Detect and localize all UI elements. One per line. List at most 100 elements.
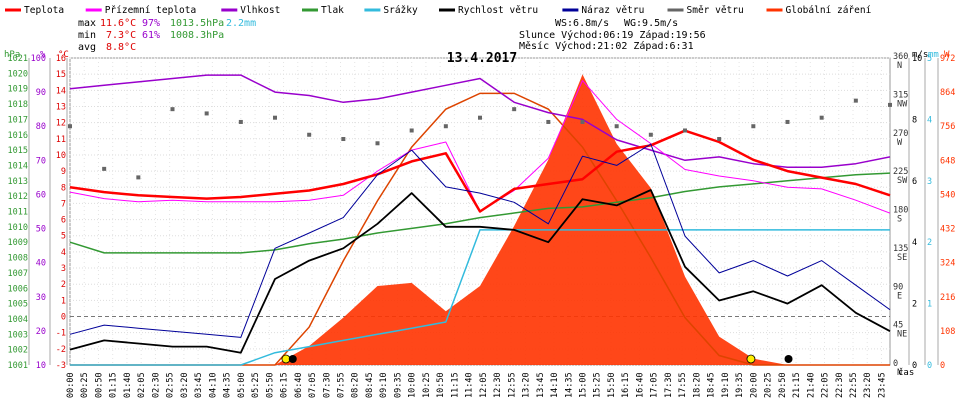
series-rain <box>70 229 890 366</box>
tick-label-radiation: 108 <box>940 327 955 337</box>
stats-avg-label: avg <box>78 42 96 53</box>
tick-label-time: 14:10 <box>550 372 560 398</box>
wind-direction-point <box>888 102 892 107</box>
tick-label-time: 12:30 <box>493 372 503 398</box>
stats-max-rain: 2.2mm <box>226 18 256 29</box>
tick-label-humidity: 80 <box>36 122 46 132</box>
tick-label-humidity: 50 <box>36 225 46 235</box>
tick-label-direction: NW <box>897 99 908 109</box>
tick-label-pressure: 1021 <box>8 54 28 64</box>
tick-label-pressure: 1012 <box>8 192 28 202</box>
moonset-marker <box>288 355 297 363</box>
tick-label-direction-deg: 45 <box>893 321 903 331</box>
tick-label-time: 05:50 <box>265 372 275 398</box>
wind-direction-point <box>136 175 141 180</box>
tick-label-humidity: 20 <box>36 327 46 337</box>
tick-label-time: 07:30 <box>322 372 332 398</box>
tick-label-rain: 4 <box>927 115 932 125</box>
legend: Teplota Přízemní teplota Vlhkost Tlak Srážky… <box>5 5 872 16</box>
axis-label-ms: m/s <box>912 50 928 60</box>
wind-direction-point <box>170 107 175 112</box>
info-sun: Slunce Východ:06:19 Západ:19:56 <box>519 29 706 41</box>
stats-min-press: 1008.3hPa <box>170 30 224 41</box>
stats-min-hum: 61% <box>142 30 160 41</box>
tick-label-time: 05:25 <box>251 372 261 398</box>
axis-label-wm2: W <box>944 50 950 60</box>
tick-label-direction-deg: 0 <box>893 359 898 369</box>
legend-item: Směr větru <box>687 5 744 16</box>
wind-direction-point <box>819 115 824 120</box>
tick-label-time: 17:30 <box>664 372 674 398</box>
legend-item: Přízemní teplota <box>105 5 197 16</box>
series-wind-gust <box>69 143 891 338</box>
tick-label-time: 17:55 <box>678 372 688 398</box>
tick-label-pressure: 1008 <box>8 254 28 264</box>
tick-label-temperature: 6 <box>61 216 66 226</box>
tick-label-time: 19:35 <box>735 372 745 398</box>
wind-direction-point <box>409 128 414 133</box>
wind-direction-point <box>68 124 72 129</box>
legend-item: Globální záření <box>786 5 872 16</box>
tick-label-direction-deg: 135 <box>893 244 908 254</box>
tick-label-time: 15:00 <box>579 372 589 398</box>
wind-direction-point <box>648 132 653 137</box>
wind-direction-point <box>580 119 585 124</box>
tick-label-time: 15:25 <box>593 372 603 398</box>
wind-direction-point <box>717 137 722 142</box>
wind-direction-point <box>546 119 551 124</box>
tick-label-direction-deg: 315 <box>893 90 908 100</box>
tick-label-pressure: 1019 <box>8 85 28 95</box>
tick-label-time: 10:25 <box>422 372 432 398</box>
tick-label-time: 21:40 <box>806 372 816 398</box>
tick-label-direction: NE <box>897 330 907 340</box>
tick-label-time: 23:20 <box>863 372 873 398</box>
tick-label-time: 02:30 <box>151 372 161 398</box>
tick-label-time: 15:50 <box>607 372 617 398</box>
tick-label-temperature: 10 <box>56 151 66 161</box>
tick-label-direction: SE <box>897 253 907 263</box>
tick-label-time: 14:35 <box>564 372 574 398</box>
axis-label-time: čas <box>898 367 914 378</box>
tick-label-radiation: 324 <box>940 259 955 269</box>
sunset-marker <box>746 354 756 364</box>
tick-label-radiation: 540 <box>940 190 955 200</box>
sunrise-marker <box>281 354 291 364</box>
legend-item: Náraz větru <box>581 5 644 16</box>
tick-label-time: 03:20 <box>180 372 190 398</box>
tick-label-time: 06:40 <box>294 372 304 398</box>
tick-label-time: 09:35 <box>393 372 403 398</box>
tick-label-wind: 8 <box>912 115 917 125</box>
tick-label-time: 19:10 <box>721 372 731 398</box>
tick-label-temperature: 4 <box>61 248 66 258</box>
tick-label-wind: 6 <box>912 177 917 187</box>
legend-item: Srážky <box>383 5 418 16</box>
tick-label-time: 01:40 <box>123 372 133 398</box>
tick-label-pressure: 1007 <box>8 269 28 279</box>
tick-label-pressure: 1004 <box>8 315 28 325</box>
tick-label-time: 00:25 <box>80 372 90 398</box>
tick-label-time: 07:55 <box>336 372 346 398</box>
tick-label-time: 05:00 <box>237 372 247 398</box>
wind-direction-point <box>238 119 243 124</box>
axis-label-hpa: hPa <box>4 50 20 60</box>
wind-direction-point <box>375 141 380 146</box>
tick-label-pressure: 1011 <box>8 208 28 218</box>
axes: 1001100210031004100510061007100810091010… <box>8 52 956 398</box>
tick-label-time: 18:20 <box>692 372 702 398</box>
tick-label-pressure: 1013 <box>8 177 28 187</box>
tick-label-rain: 3 <box>927 177 932 187</box>
tick-label-humidity: 90 <box>36 88 46 98</box>
info-wg: WG:9.5m/s <box>624 18 678 29</box>
tick-label-time: 00:50 <box>94 372 104 398</box>
chart-title: 13.4.2017 <box>447 51 517 66</box>
data-lines <box>68 74 892 366</box>
tick-label-temperature: 1 <box>61 296 66 306</box>
tick-label-temperature: 5 <box>61 232 66 242</box>
tick-label-humidity: 30 <box>36 293 46 303</box>
moonrise-marker <box>784 355 793 363</box>
tick-label-time: 23:45 <box>877 372 887 398</box>
tick-label-radiation: 756 <box>940 122 955 132</box>
tick-label-time: 04:10 <box>208 372 218 398</box>
tick-label-time: 12:05 <box>479 372 489 398</box>
tick-label-direction-deg: 225 <box>893 167 908 177</box>
